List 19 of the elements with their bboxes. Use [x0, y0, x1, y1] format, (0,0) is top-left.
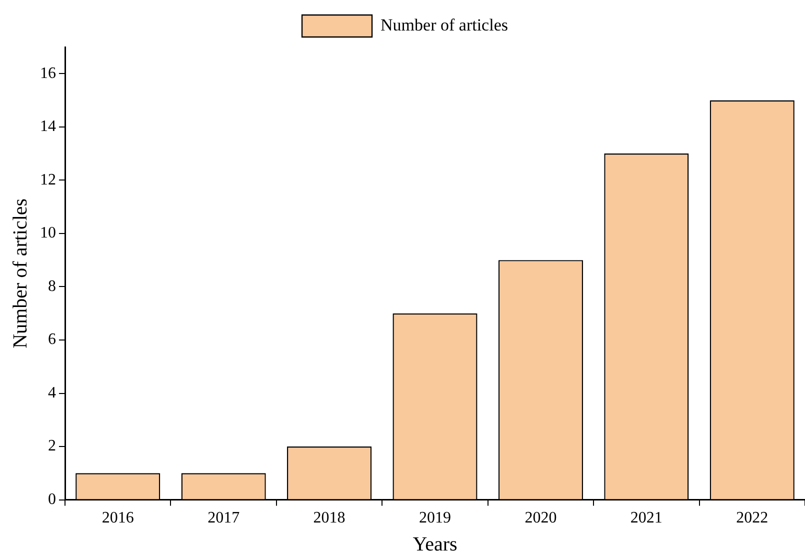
y-tick-label: 0	[48, 491, 56, 508]
y-tick-label: 14	[40, 118, 56, 136]
y-tick-label: 2	[48, 438, 56, 455]
x-tick-label: 2021	[630, 510, 662, 527]
x-tick-label: 2017	[208, 510, 240, 527]
y-tick-label: 4	[48, 384, 56, 402]
y-tick-label: 10	[40, 224, 56, 242]
x-tick-label: 2019	[419, 510, 451, 527]
x-tick-label: 2020	[524, 510, 557, 527]
y-tick-label: 8	[48, 278, 56, 295]
y-axis-title: Number of articles	[9, 198, 32, 348]
y-tick-label: 12	[40, 171, 56, 188]
y-tick-label: 16	[40, 64, 56, 82]
x-tick-label: 2018	[313, 510, 346, 527]
x-axis-title: Years	[412, 533, 458, 556]
legend-label: Number of articles	[380, 15, 508, 34]
x-tick-label: 2016	[102, 510, 134, 527]
x-tick-label: 2022	[736, 510, 768, 527]
y-tick-label: 6	[48, 331, 56, 348]
